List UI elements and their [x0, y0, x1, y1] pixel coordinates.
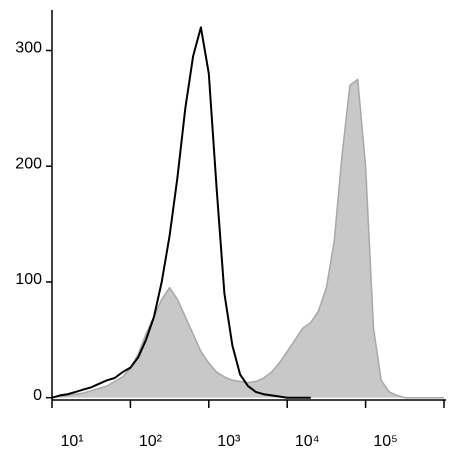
- histogram-line: [51, 26, 311, 399]
- x-tick-label: 10²: [139, 433, 163, 450]
- y-tick-label: 300: [15, 40, 42, 57]
- x-tick-label: 10¹: [60, 433, 83, 450]
- y-tick-label: 200: [15, 155, 42, 172]
- y-tick-label: 0: [33, 387, 42, 404]
- area-outline: [51, 78, 444, 399]
- x-tick-label: 10³: [217, 433, 241, 450]
- y-tick-label: 100: [15, 271, 42, 288]
- area-fill: [52, 79, 444, 398]
- x-tick-label: 10⁵: [373, 433, 397, 450]
- x-tick-label: 10⁴: [295, 433, 320, 450]
